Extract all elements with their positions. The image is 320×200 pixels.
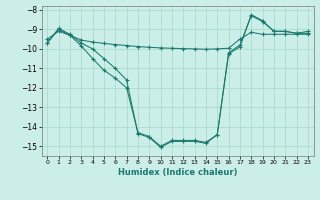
X-axis label: Humidex (Indice chaleur): Humidex (Indice chaleur) (118, 168, 237, 177)
